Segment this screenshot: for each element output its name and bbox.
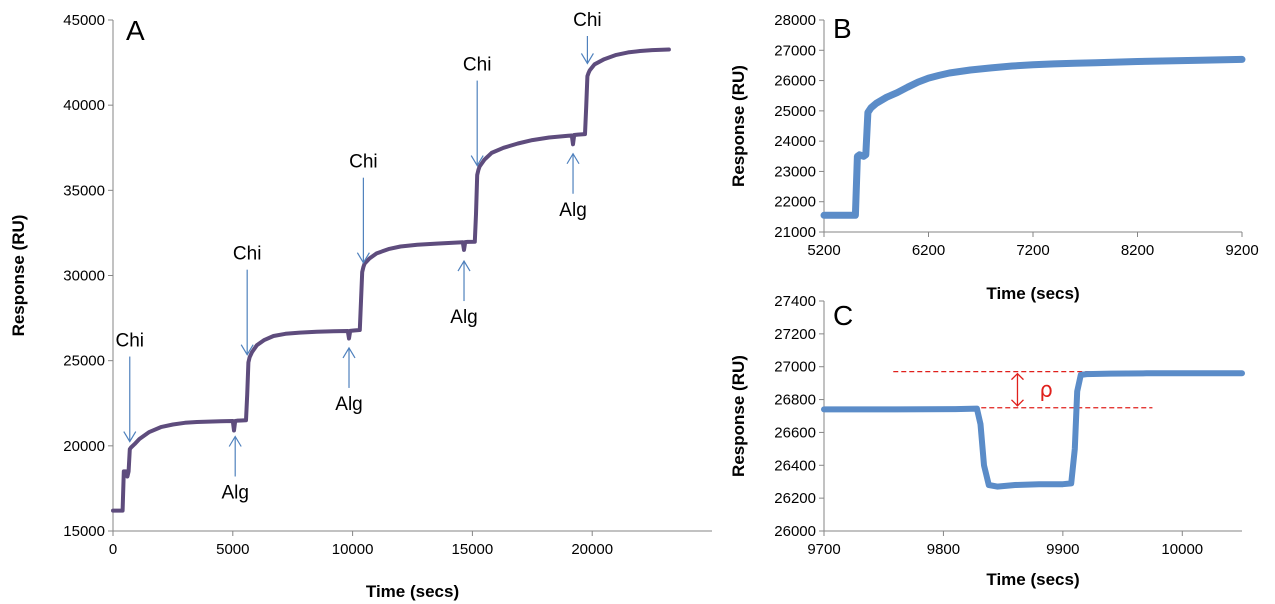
annotation-label: Chi bbox=[116, 331, 145, 352]
x-tick-label: 20000 bbox=[571, 541, 613, 558]
annotation-alg: Alg bbox=[221, 435, 249, 504]
panel-letter: B bbox=[833, 13, 852, 44]
annotation-chi: Chi bbox=[463, 55, 492, 167]
annotation-arrow-head bbox=[123, 431, 137, 443]
panel-letter: A bbox=[126, 15, 145, 46]
annotation-arrow-head bbox=[240, 344, 254, 356]
y-axis-title: Response (RU) bbox=[729, 65, 748, 187]
y-tick-label: 27000 bbox=[774, 359, 816, 376]
x-tick-label: 7200 bbox=[1016, 242, 1049, 259]
annotation-label: Alg bbox=[335, 394, 362, 415]
annotation-chi: Chi bbox=[349, 152, 378, 264]
y-tick-label: 28000 bbox=[774, 12, 816, 29]
y-tick-label: 45000 bbox=[63, 12, 105, 29]
x-tick-label: 5000 bbox=[216, 541, 249, 558]
y-tick-label: 26000 bbox=[774, 73, 816, 90]
y-tick-label: 26200 bbox=[774, 490, 816, 507]
x-tick-label: 9200 bbox=[1225, 242, 1258, 259]
annotation-alg: Alg bbox=[335, 346, 363, 415]
y-tick-label: 30000 bbox=[63, 268, 105, 285]
y-tick-label: 25000 bbox=[63, 353, 105, 370]
y-tick-label: 27000 bbox=[774, 42, 816, 59]
y-tick-label: 26400 bbox=[774, 457, 816, 474]
x-tick-label: 6200 bbox=[912, 242, 945, 259]
y-tick-label: 40000 bbox=[63, 97, 105, 114]
annotation-label: Chi bbox=[573, 10, 602, 31]
y-tick-label: 15000 bbox=[63, 523, 105, 540]
y-tick-label: 24000 bbox=[774, 133, 816, 150]
annotation-alg: Alg bbox=[559, 152, 587, 221]
x-axis-title: Time (secs) bbox=[986, 284, 1079, 303]
annotation-chi: Chi bbox=[233, 244, 262, 356]
annotation-arrow-head bbox=[342, 346, 356, 359]
annotation-label: Alg bbox=[559, 200, 586, 221]
annotation-alg: Alg bbox=[450, 259, 478, 328]
x-tick-label: 8200 bbox=[1121, 242, 1154, 259]
x-tick-label: 0 bbox=[109, 541, 117, 558]
annotation-chi: Chi bbox=[116, 331, 145, 443]
x-axis-title: Time (secs) bbox=[366, 582, 459, 601]
y-tick-label: 26000 bbox=[774, 523, 816, 540]
x-tick-label: 9800 bbox=[927, 541, 960, 558]
annotation-label: Chi bbox=[463, 55, 492, 76]
annotation-arrow-head bbox=[566, 152, 580, 165]
panel-letter: C bbox=[833, 300, 853, 331]
y-tick-label: 20000 bbox=[63, 438, 105, 455]
delta-label: ρ bbox=[1039, 378, 1052, 402]
annotation-label: Chi bbox=[233, 244, 262, 265]
y-tick-label: 22000 bbox=[774, 194, 816, 211]
annotation-label: Alg bbox=[450, 307, 477, 328]
annotation-label: Chi bbox=[349, 152, 378, 173]
panel-a-chart: 15000 20000 25000 30000 35000 40000 45000 0 5000… bbox=[9, 10, 712, 601]
delta-arrow-head-up bbox=[1011, 372, 1024, 381]
annotation-arrow-head bbox=[580, 53, 594, 65]
y-tick-label: 27400 bbox=[774, 293, 816, 310]
y-tick-label: 23000 bbox=[774, 163, 816, 180]
x-tick-label: 9700 bbox=[807, 541, 840, 558]
x-tick-label: 10000 bbox=[332, 541, 374, 558]
annotation-chi: Chi bbox=[573, 10, 602, 65]
x-tick-label: 10000 bbox=[1161, 541, 1203, 558]
panel-b-chart: 21000 22000 23000 24000 25000 26000 27000 28000… bbox=[729, 12, 1259, 303]
y-tick-label: 21000 bbox=[774, 224, 816, 241]
y-tick-label: 25000 bbox=[774, 103, 816, 120]
series-line bbox=[821, 370, 1245, 490]
panel-c-chart: 26000 26200 26400 26600 26800 27000 27200 27400… bbox=[729, 293, 1245, 589]
x-tick-label: 5200 bbox=[807, 242, 840, 259]
y-tick-label: 35000 bbox=[63, 182, 105, 199]
annotation-arrow-head bbox=[228, 435, 242, 447]
x-axis-title: Time (secs) bbox=[986, 570, 1079, 589]
x-tick-label: 15000 bbox=[452, 541, 494, 558]
annotation-label: Alg bbox=[221, 483, 248, 504]
series-line bbox=[820, 55, 1246, 219]
x-tick-label: 9900 bbox=[1046, 541, 1079, 558]
annotation-arrow-head bbox=[470, 155, 484, 167]
annotation-arrow-head bbox=[457, 259, 471, 272]
series-line bbox=[111, 47, 671, 513]
y-axis-title: Response (RU) bbox=[729, 355, 748, 477]
y-tick-label: 27200 bbox=[774, 326, 816, 343]
annotation-arrow-head bbox=[356, 252, 370, 264]
delta-arrow-head-down bbox=[1011, 399, 1024, 407]
y-tick-label: 26600 bbox=[774, 424, 816, 441]
y-axis-title: Response (RU) bbox=[9, 215, 28, 337]
y-tick-label: 26800 bbox=[774, 392, 816, 409]
